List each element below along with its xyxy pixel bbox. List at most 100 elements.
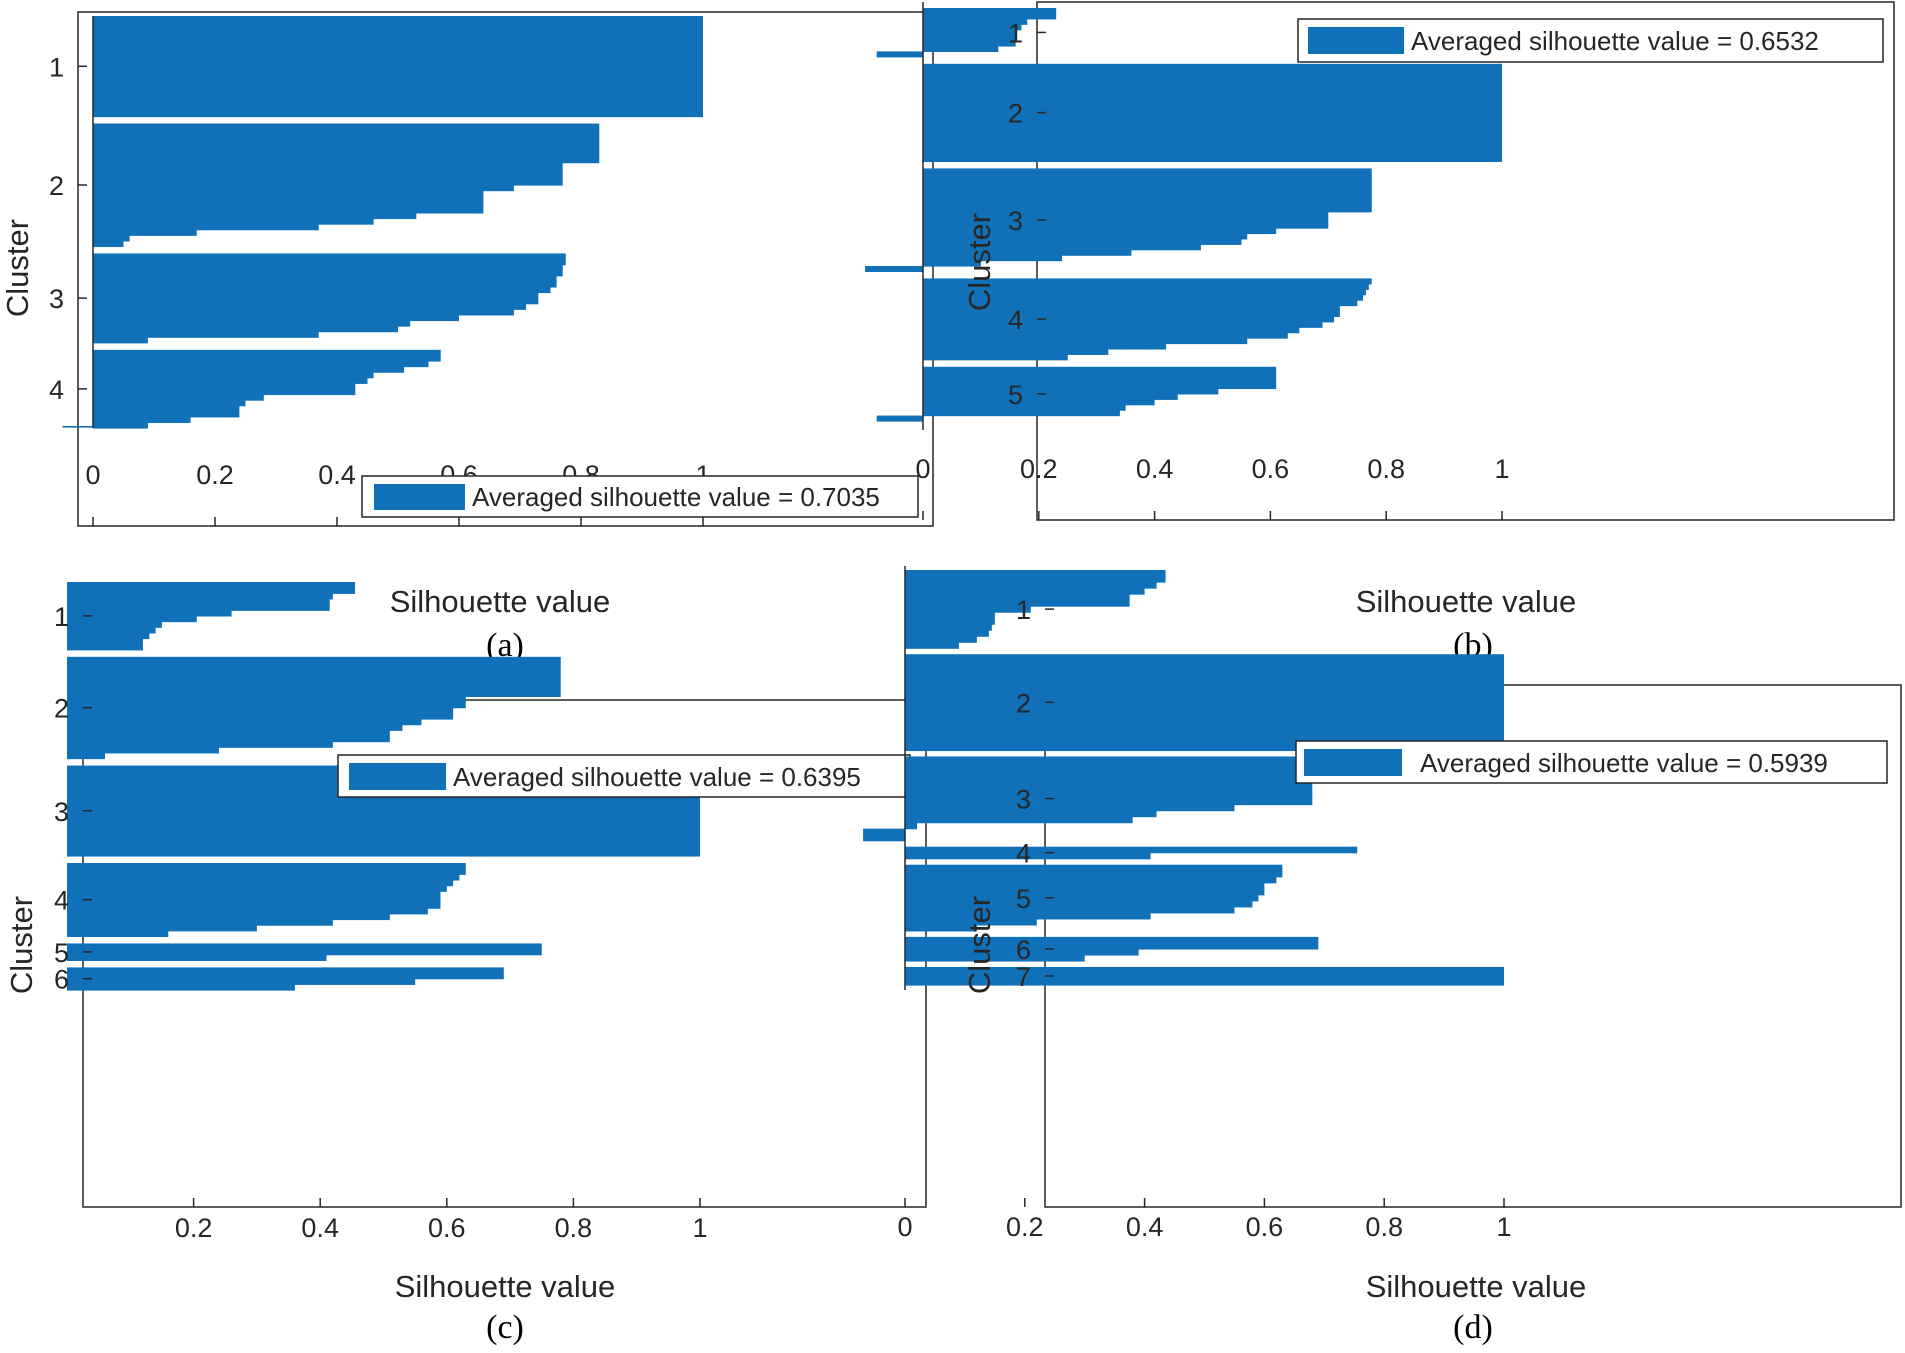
bar-c-cluster3-11: [67, 827, 700, 834]
x-tick-label-c-0: 0.2: [175, 1213, 213, 1243]
bar-a-cluster4-9: [93, 400, 246, 407]
bar-a-cluster4-8: [93, 394, 264, 401]
bar-d-cluster2-0: [905, 654, 1504, 661]
y-tick-label-c-5: 5: [54, 938, 69, 968]
bar-a-cluster2-18: [93, 224, 319, 231]
bar-a-cluster4-10: [93, 405, 240, 412]
x-ticks-d: 0 0.2 0.4 0.6 0.8 1: [897, 1198, 1512, 1242]
bar-d-cluster1-1: [905, 576, 1166, 583]
legend-c: Averaged silhouette value = 0.6395: [337, 754, 911, 798]
bar-b-cluster1-0: [923, 8, 1057, 15]
bar-b-cluster3-7: [923, 206, 1372, 213]
bar-a-cluster2-8: [93, 168, 563, 175]
bar-a-cluster1-0: [93, 16, 703, 23]
y-tick-label-d-1: 1: [1016, 595, 1031, 625]
bar-a-cluster2-7: [93, 162, 563, 169]
bar-d-cluster3-0: [905, 756, 1313, 764]
bar-c-cluster3-10: [67, 822, 700, 829]
bar-a-cluster1-12: [93, 83, 703, 90]
bar-b-cluster2-17: [923, 155, 1502, 163]
bar-b-cluster4-9: [923, 327, 1300, 334]
bar-b-cluster3-9: [923, 217, 1329, 224]
bar-c-cluster2-13: [67, 730, 390, 737]
bar-a-cluster1-6: [93, 49, 703, 56]
bar-a-cluster2-11: [93, 184, 514, 192]
bar-a-cluster1-11: [93, 77, 703, 84]
x-tick-label-b-4: 0.8: [1367, 454, 1405, 484]
bar-b-cluster2-14: [923, 139, 1502, 146]
bar-b-cluster5-4: [923, 388, 1219, 395]
bar-a-cluster1-8: [93, 60, 703, 67]
bar-b-cluster3-13: [923, 238, 1242, 245]
bar-b-cluster5-3: [923, 383, 1277, 390]
bar-a-cluster2-19: [93, 229, 197, 236]
bar-c-cluster1-1: [67, 587, 356, 594]
bar-b-cluster5-9: [876, 415, 923, 422]
legend-swatch-b: [1308, 27, 1404, 54]
bar-a-cluster2-4: [93, 145, 600, 153]
bar-c-cluster2-10: [67, 713, 454, 720]
y-tick-label-d-2: 2: [1016, 688, 1031, 718]
bar-b-cluster3-5: [923, 195, 1372, 202]
bar-a-cluster1-7: [93, 55, 703, 62]
bar-c-cluster4-12: [67, 930, 169, 938]
bar-d-cluster1-7: [905, 612, 995, 619]
bars-a: [62, 16, 703, 429]
bar-a-cluster1-10: [93, 71, 703, 79]
bar-b-cluster3-2: [923, 179, 1372, 186]
bar-a-cluster2-3: [93, 140, 600, 147]
bar-c-cluster4-11: [67, 925, 257, 932]
bar-c-cluster4-0: [67, 862, 466, 870]
bar-d-cluster1-5: [905, 600, 1130, 607]
bar-a-cluster4-3: [93, 366, 405, 373]
bar-d-cluster3-5: [905, 786, 1313, 794]
bar-c-cluster1-3: [67, 598, 330, 606]
bar-d-cluster6-0: [905, 936, 1319, 944]
bar-d-cluster2-6: [905, 690, 1504, 697]
bar-b-cluster4-0: [923, 278, 1372, 285]
bar-c-cluster2-8: [67, 702, 466, 709]
y-tick-label-d-4: 4: [1016, 839, 1031, 869]
bar-d-cluster2-7: [905, 696, 1504, 703]
bar-b-cluster2-6: [923, 96, 1502, 103]
caption-c: (c): [486, 1309, 524, 1346]
y-tick-label-b-4: 4: [1008, 305, 1023, 335]
y-tick-label-b-3: 3: [1008, 206, 1023, 236]
bars-b: [865, 8, 1502, 422]
y-tick-label-c-3: 3: [54, 797, 69, 827]
x-tick-label-b-1: 0.2: [1020, 454, 1058, 484]
bar-b-cluster3-4: [923, 190, 1372, 197]
bar-b-cluster2-11: [923, 123, 1502, 130]
x-ticks-c: 0.2 0.4 0.6 0.8 1: [175, 1198, 708, 1243]
x-axis-label-b: Silhouette value: [1356, 584, 1577, 619]
bar-a-cluster4-2: [93, 360, 429, 368]
bar-d-cluster5-1: [905, 870, 1283, 878]
bar-d-cluster1-6: [905, 606, 1031, 613]
x-tick-label-b-5: 1: [1494, 454, 1509, 484]
bar-c-cluster2-14: [67, 735, 390, 743]
bar-a-cluster3-4: [93, 275, 557, 282]
bar-a-cluster3-7: [93, 292, 539, 299]
bar-b-cluster3-16: [923, 255, 1062, 262]
bar-b-cluster1-4: [923, 29, 1016, 36]
bar-d-cluster2-12: [905, 726, 1504, 734]
bar-b-cluster3-14: [923, 244, 1201, 251]
bar-a-cluster1-4: [93, 38, 703, 45]
bar-d-cluster5-10: [905, 924, 977, 932]
bars-d: [863, 570, 1504, 986]
x-tick-label-d-5: 1: [1496, 1212, 1511, 1242]
bar-d-cluster5-3: [905, 882, 1265, 890]
bar-c-cluster5-1: [67, 949, 542, 956]
bar-b-cluster5-5: [923, 393, 1178, 400]
x-tick-label-d-3: 0.6: [1246, 1212, 1284, 1242]
bar-a-cluster2-0: [93, 123, 600, 130]
bar-b-cluster4-1: [923, 283, 1369, 290]
bar-a-cluster1-3: [93, 32, 703, 39]
y-tick-label-d-7: 7: [1016, 962, 1031, 992]
bar-a-cluster3-6: [93, 286, 551, 294]
bar-a-cluster3-14: [93, 331, 319, 338]
y-tick-label-d-6: 6: [1016, 935, 1031, 965]
bar-d-cluster3-13: [863, 834, 905, 842]
bar-d-cluster5-4: [905, 888, 1265, 896]
bar-a-cluster1-15: [93, 99, 703, 106]
